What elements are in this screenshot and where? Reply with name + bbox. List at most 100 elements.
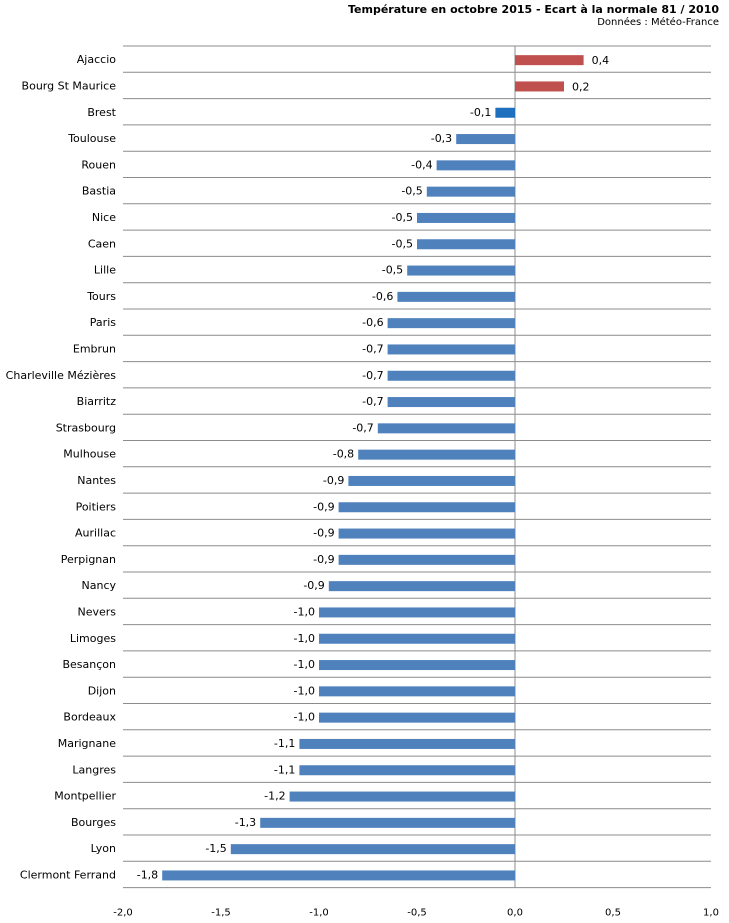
bar — [319, 607, 515, 618]
data-label: -0,7 — [362, 369, 383, 382]
data-label: -1,0 — [294, 684, 315, 697]
bar — [230, 844, 516, 855]
bar — [348, 475, 515, 486]
bar — [387, 318, 515, 329]
data-label: -1,8 — [137, 868, 158, 881]
bar — [299, 765, 515, 776]
data-label: -0,9 — [323, 474, 344, 487]
bar — [319, 633, 515, 644]
data-label: 0,4 — [592, 54, 610, 67]
category-label: Mulhouse — [63, 448, 116, 461]
category-label: Biarritz — [77, 395, 117, 408]
data-label: -0,6 — [372, 290, 393, 303]
category-label: Clermont Ferrand — [20, 868, 116, 881]
x-tick-label: -1,5 — [211, 908, 231, 919]
category-label: Charleville Mézières — [6, 369, 117, 382]
data-label: -0,5 — [392, 237, 413, 250]
category-label: Toulouse — [67, 132, 116, 145]
bar — [289, 791, 515, 802]
data-label: -0,6 — [362, 316, 383, 329]
category-label: Bourg St Maurice — [22, 79, 117, 92]
bar — [495, 107, 515, 118]
data-label: -1,1 — [274, 763, 295, 776]
bar — [319, 660, 515, 671]
data-label: -0,5 — [401, 185, 422, 198]
x-tick-label: -2,0 — [113, 908, 133, 919]
data-label: -0,3 — [431, 132, 452, 145]
category-label: Tours — [86, 290, 116, 303]
category-label: Lille — [94, 264, 116, 277]
category-label: Perpignan — [61, 553, 116, 566]
category-label: Lyon — [91, 842, 116, 855]
category-label: Brest — [87, 106, 116, 119]
category-label: Besançon — [62, 658, 116, 671]
bar — [407, 265, 515, 276]
bar — [397, 291, 515, 302]
data-label: -0,9 — [313, 527, 334, 540]
x-tick-label: 1,0 — [703, 908, 719, 919]
bar — [377, 423, 515, 434]
data-label: -0,7 — [362, 395, 383, 408]
category-label: Nice — [92, 211, 116, 224]
bar — [319, 686, 515, 697]
bar — [417, 239, 515, 250]
data-label: -0,7 — [352, 421, 373, 434]
bar — [319, 712, 515, 723]
data-label: -1,0 — [294, 711, 315, 724]
data-label: -0,1 — [470, 106, 491, 119]
bar — [260, 817, 515, 828]
bar — [328, 581, 515, 592]
category-label: Embrun — [73, 342, 116, 355]
data-label: -1,5 — [205, 842, 226, 855]
x-tick-label: -1,0 — [309, 908, 329, 919]
category-label: Caen — [88, 237, 116, 250]
bar — [426, 186, 515, 197]
category-label: Langres — [72, 763, 116, 776]
x-tick-label: 0,0 — [507, 908, 523, 919]
bar — [299, 738, 515, 749]
category-label: Ajaccio — [77, 53, 116, 66]
bar — [417, 212, 515, 223]
bar — [436, 160, 515, 171]
category-label: Limoges — [70, 632, 116, 645]
category-label: Bourges — [71, 816, 116, 829]
data-label: -1,0 — [294, 605, 315, 618]
category-label: Marignane — [58, 737, 116, 750]
category-label: Nantes — [77, 474, 116, 487]
chart-subtitle: Données : Météo-France — [597, 17, 719, 28]
chart-title: Température en octobre 2015 - Ecart à la… — [348, 3, 719, 16]
bar — [387, 370, 515, 381]
data-label: -1,2 — [264, 790, 285, 803]
category-label: Nevers — [77, 605, 116, 618]
category-label: Bordeaux — [63, 711, 116, 724]
category-label: Nancy — [82, 579, 117, 592]
bar — [515, 81, 564, 92]
data-label: -0,5 — [382, 264, 403, 277]
data-label: -1,3 — [235, 816, 256, 829]
bar — [338, 554, 515, 565]
bar — [162, 870, 515, 881]
data-label: -0,7 — [362, 342, 383, 355]
bar — [338, 528, 515, 539]
data-label: -0,4 — [411, 158, 432, 171]
category-label: Paris — [90, 316, 116, 329]
bar — [387, 344, 515, 355]
category-label: Montpellier — [54, 790, 116, 803]
bar — [338, 502, 515, 513]
data-label: -0,9 — [313, 553, 334, 566]
x-tick-label: 0,5 — [605, 908, 621, 919]
bar — [358, 449, 515, 460]
data-label: -1,0 — [294, 632, 315, 645]
bar — [515, 55, 584, 66]
category-label: Bastia — [82, 185, 116, 198]
bar — [387, 397, 515, 408]
data-label: -0,9 — [313, 500, 334, 513]
data-label: -0,8 — [333, 448, 354, 461]
x-tick-label: -0,5 — [407, 908, 427, 919]
data-label: -0,9 — [303, 579, 324, 592]
bar — [456, 134, 515, 145]
category-label: Dijon — [88, 684, 116, 697]
category-label: Rouen — [81, 158, 116, 171]
data-label: 0,2 — [572, 80, 590, 93]
